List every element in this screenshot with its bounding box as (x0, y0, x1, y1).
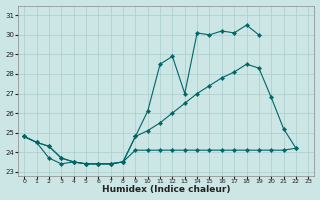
X-axis label: Humidex (Indice chaleur): Humidex (Indice chaleur) (102, 185, 230, 194)
